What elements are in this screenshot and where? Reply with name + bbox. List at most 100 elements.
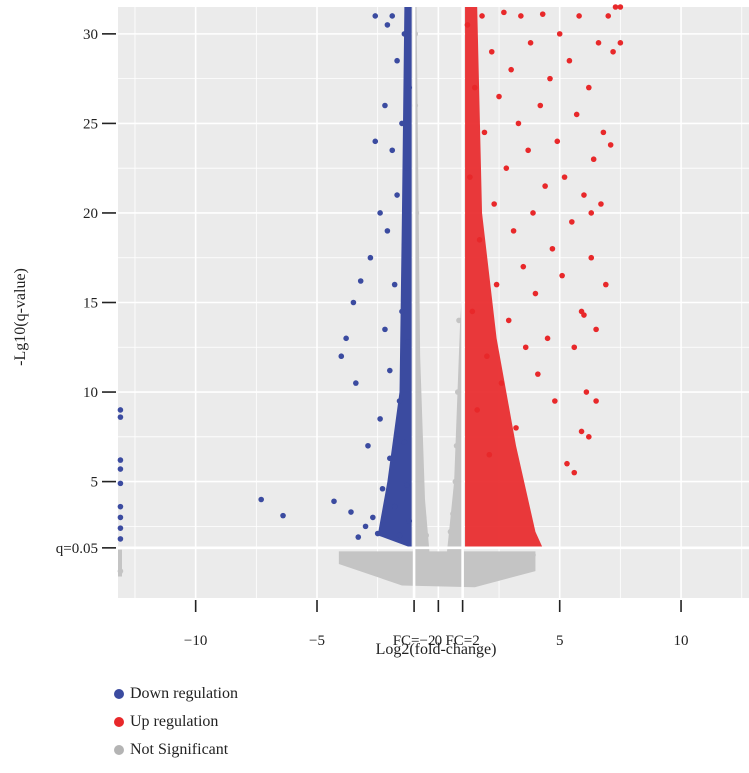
- point-down: [355, 534, 362, 540]
- point-down: [372, 138, 379, 145]
- point-up: [605, 13, 612, 19]
- x-axis-label: Log2(fold-change): [376, 641, 497, 658]
- point-up: [496, 93, 502, 100]
- legend-label-up: Up regulation: [130, 713, 219, 730]
- x-tick-label: −10: [184, 633, 207, 649]
- point-down: [384, 22, 391, 28]
- point-ns: [418, 487, 425, 494]
- point-ns: [374, 561, 381, 567]
- point-up: [539, 11, 546, 17]
- point-up: [493, 281, 500, 288]
- point-ns: [423, 575, 430, 582]
- point-up: [525, 147, 531, 154]
- point-up: [513, 425, 519, 431]
- y-axis-label: -Lg10(q-value): [12, 268, 29, 366]
- x-tick-label: 10: [674, 633, 689, 649]
- point-down: [406, 84, 413, 91]
- point-up: [590, 156, 597, 163]
- point-ns: [454, 389, 461, 395]
- point-ns: [435, 579, 442, 585]
- point-ns: [520, 555, 527, 562]
- legend-item-up: Up regulation: [114, 708, 238, 736]
- y-tick-label: 15: [83, 296, 98, 312]
- point-down: [353, 380, 359, 386]
- point-up: [612, 4, 619, 10]
- point-ns: [350, 557, 357, 564]
- point-down: [399, 308, 405, 315]
- point-down: [405, 339, 411, 345]
- ns-spike-right: [446, 266, 464, 572]
- point-ns: [447, 528, 454, 535]
- point-ns: [471, 559, 478, 565]
- x-tick-label: −5: [309, 633, 325, 649]
- point-down: [396, 398, 403, 404]
- point-ns: [387, 568, 393, 574]
- point-ns: [496, 554, 502, 560]
- point-down: [117, 466, 124, 472]
- point-up: [527, 40, 534, 46]
- legend: Down regulation Up regulation Not Signif…: [114, 680, 238, 764]
- point-up: [498, 380, 505, 386]
- point-down: [117, 414, 124, 420]
- point-up: [603, 281, 609, 288]
- point-down: [406, 518, 413, 524]
- point-up: [486, 451, 493, 458]
- point-ns: [362, 564, 369, 571]
- point-up: [537, 102, 544, 109]
- point-ns: [416, 425, 422, 431]
- point-up: [488, 48, 495, 55]
- point-down: [404, 165, 410, 171]
- point-down: [387, 367, 393, 374]
- point-up: [569, 219, 575, 225]
- ns-band-bottom: [338, 551, 536, 588]
- y-tick-label: 10: [83, 385, 98, 401]
- point-up: [607, 142, 614, 148]
- point-up: [508, 66, 514, 73]
- point-down: [374, 530, 381, 537]
- point-ns: [530, 552, 536, 558]
- point-up: [578, 428, 585, 435]
- point-up: [549, 245, 556, 252]
- point-down: [394, 192, 400, 198]
- point-down: [117, 514, 124, 521]
- point-up: [564, 460, 570, 467]
- point-up: [559, 272, 565, 279]
- point-down: [384, 228, 391, 234]
- point-up: [474, 407, 480, 413]
- point-up: [476, 237, 483, 243]
- point-down: [117, 503, 124, 510]
- point-up: [595, 40, 602, 46]
- point-up: [501, 9, 507, 16]
- point-down: [399, 120, 405, 127]
- point-down: [362, 523, 369, 530]
- point-up: [520, 263, 527, 270]
- point-up: [617, 4, 624, 10]
- legend-dot-up: [114, 717, 124, 727]
- point-up: [481, 129, 488, 136]
- point-down: [348, 509, 354, 515]
- x-tick-label: FC=2: [445, 633, 479, 649]
- point-up: [561, 174, 568, 180]
- legend-item-ns: Not Significant: [114, 736, 238, 764]
- point-up: [600, 129, 607, 136]
- point-up: [552, 398, 558, 404]
- point-down: [367, 254, 374, 261]
- point-up: [503, 165, 510, 171]
- point-up: [522, 344, 529, 351]
- x-tick-label: FC=−2: [393, 633, 436, 649]
- point-down: [280, 512, 286, 519]
- point-up: [544, 335, 551, 342]
- point-up: [586, 434, 592, 440]
- point-ns: [399, 571, 405, 578]
- point-down: [382, 102, 388, 109]
- point-up: [586, 84, 592, 91]
- point-down: [391, 281, 398, 288]
- point-down: [350, 299, 357, 306]
- data-points: [117, 4, 624, 585]
- point-down: [117, 407, 124, 413]
- point-down: [258, 496, 264, 503]
- y-tick-label: 20: [83, 206, 98, 222]
- x-tick-label: 0: [435, 633, 443, 649]
- up-dense-region: [465, 7, 543, 548]
